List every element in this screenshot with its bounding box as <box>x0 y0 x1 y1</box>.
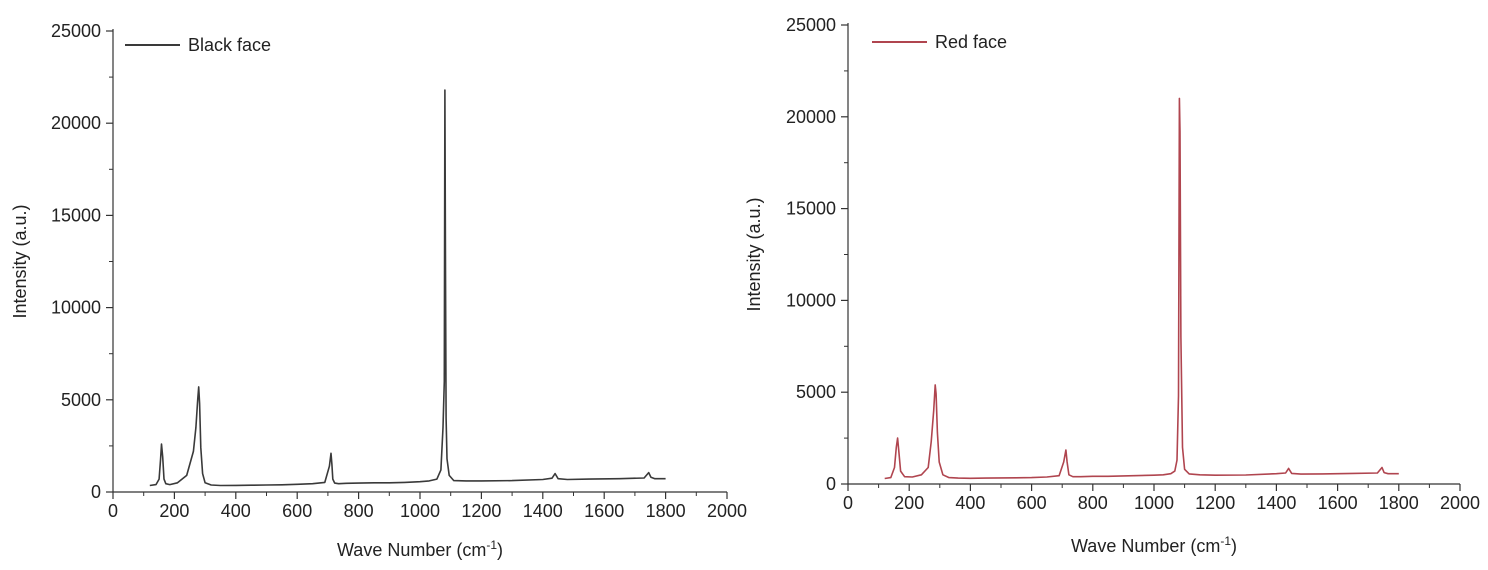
x-tick-label: 1200 <box>1195 493 1235 513</box>
x-tick-label: 1600 <box>584 501 624 521</box>
x-tick-label: 2000 <box>1440 493 1480 513</box>
chart-panel-2: 0 200 400 600 800 1000 1200 1400 1600 1800 2000050… <box>744 15 1480 556</box>
x-tick-label: 1800 <box>646 501 686 521</box>
chart-panel-1: 0 200 400 600 800 1000 1200 1400 1600 1800 2000050… <box>10 21 747 560</box>
x-tick-label: 1400 <box>1256 493 1296 513</box>
x-tick-label: 0 <box>108 501 118 521</box>
x-tick-label: 800 <box>1078 493 1108 513</box>
series-line <box>884 97 1399 480</box>
y-tick-label: 25000 <box>786 15 836 35</box>
x-tick-label: 600 <box>282 501 312 521</box>
y-tick-label: 25000 <box>51 21 101 41</box>
legend-label: Red face <box>935 32 1007 52</box>
y-tick-label: 10000 <box>786 290 836 310</box>
x-tick-label: 2000 <box>707 501 747 521</box>
x-tick-label: 200 <box>894 493 924 513</box>
y-tick-label: 0 <box>826 474 836 494</box>
x-tick-label: 200 <box>159 501 189 521</box>
y-tick-label: 20000 <box>51 113 101 133</box>
y-tick-label: 0 <box>91 482 101 502</box>
x-axis-title: Wave Number (cm-1) <box>1071 534 1237 556</box>
legend-label: Black face <box>188 35 271 55</box>
x-tick-label: 400 <box>955 493 985 513</box>
y-tick-label: 15000 <box>51 205 101 225</box>
x-tick-label: 0 <box>843 493 853 513</box>
y-tick-label: 5000 <box>796 382 836 402</box>
x-tick-label: 1800 <box>1379 493 1419 513</box>
x-tick-label: 800 <box>344 501 374 521</box>
x-tick-label: 1000 <box>1134 493 1174 513</box>
series-line <box>149 89 666 487</box>
x-tick-label: 400 <box>221 501 251 521</box>
y-tick-label: 10000 <box>51 298 101 318</box>
x-tick-label: 600 <box>1017 493 1047 513</box>
y-tick-label: 20000 <box>786 107 836 127</box>
x-tick-label: 1400 <box>523 501 563 521</box>
x-tick-label: 1000 <box>400 501 440 521</box>
y-axis-title: Intensity (a.u.) <box>10 204 30 318</box>
x-tick-label: 1200 <box>461 501 501 521</box>
x-tick-label: 1600 <box>1318 493 1358 513</box>
y-axis-title: Intensity (a.u.) <box>744 197 764 311</box>
y-tick-label: 15000 <box>786 199 836 219</box>
x-axis-title: Wave Number (cm-1) <box>337 538 503 560</box>
y-tick-label: 5000 <box>61 390 101 410</box>
